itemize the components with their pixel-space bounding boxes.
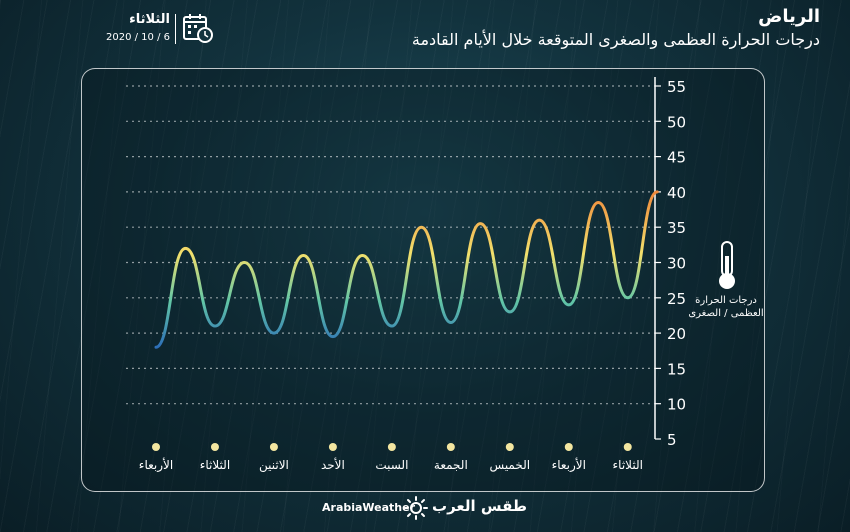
day-dot xyxy=(210,443,219,451)
x-tick-label: الخميس xyxy=(490,458,531,473)
thermometer-label: درجات الحرارة العظمى / الصغرى xyxy=(686,294,766,320)
x-tick-label: الثلاثاء xyxy=(613,458,643,472)
y-tick-label: 15 xyxy=(667,360,686,378)
date-divider xyxy=(175,14,176,44)
x-tick-label: الجمعة xyxy=(434,458,468,472)
x-tick-label: الأربعاء xyxy=(139,457,173,473)
x-tick-label: الاثنين xyxy=(259,458,289,473)
y-tick-label: 55 xyxy=(667,78,686,96)
thermometer-label-line1: درجات الحرارة xyxy=(695,295,757,306)
day-dot xyxy=(387,443,396,451)
y-tick-label: 5 xyxy=(667,431,677,449)
calendar-clock-icon xyxy=(183,14,213,43)
day-dot xyxy=(623,443,632,451)
y-tick-label: 25 xyxy=(667,290,686,308)
y-tick-label: 10 xyxy=(667,396,686,414)
y-tick-label: 45 xyxy=(667,149,686,167)
brand-arabic: طقس العرب xyxy=(432,497,527,515)
day-dot xyxy=(564,443,573,451)
temperature-chart: 5 10 15 20 25 30 35 40 45 50 55 الأربعاء الثلاثاء الا… xyxy=(126,77,686,473)
arabiaweather-logo-icon xyxy=(404,496,428,520)
temperature-line xyxy=(154,190,659,349)
footer-branding: ArabiaWeather طقس العرب xyxy=(0,494,850,524)
thermometer-label-line2: العظمى / الصغرى xyxy=(688,308,764,319)
day-dot xyxy=(269,443,278,451)
x-tick-label: الأحد xyxy=(321,457,345,472)
x-tick-label: الأربعاء xyxy=(552,457,586,473)
day-dot xyxy=(152,443,160,451)
day-dot xyxy=(446,443,455,451)
day-dot xyxy=(505,443,514,451)
x-tick-label: السبت xyxy=(375,458,408,472)
y-tick-label: 30 xyxy=(667,255,686,273)
city-title: الرياض xyxy=(758,6,820,27)
y-tick-label: 20 xyxy=(667,325,686,343)
day-dot xyxy=(328,443,337,451)
date-value: 2020 / 10 / 6 xyxy=(106,32,170,43)
date-block: الثلاثاء 2020 / 10 / 6 xyxy=(100,10,220,46)
x-tick-label: الثلاثاء xyxy=(200,458,230,472)
day-name: الثلاثاء xyxy=(129,12,170,27)
y-tick-label: 35 xyxy=(667,219,686,237)
chart-subtitle: درجات الحرارة العظمى والصغرى المتوقعة خل… xyxy=(411,30,820,49)
chart-panel: 5 10 15 20 25 30 35 40 45 50 55 الأربعاء الثلاثاء الا… xyxy=(81,68,765,492)
brand-english: ArabiaWeather xyxy=(322,501,416,514)
thermometer-icon xyxy=(719,241,735,289)
y-tick-label: 50 xyxy=(667,113,686,131)
y-tick-label: 40 xyxy=(667,184,686,202)
